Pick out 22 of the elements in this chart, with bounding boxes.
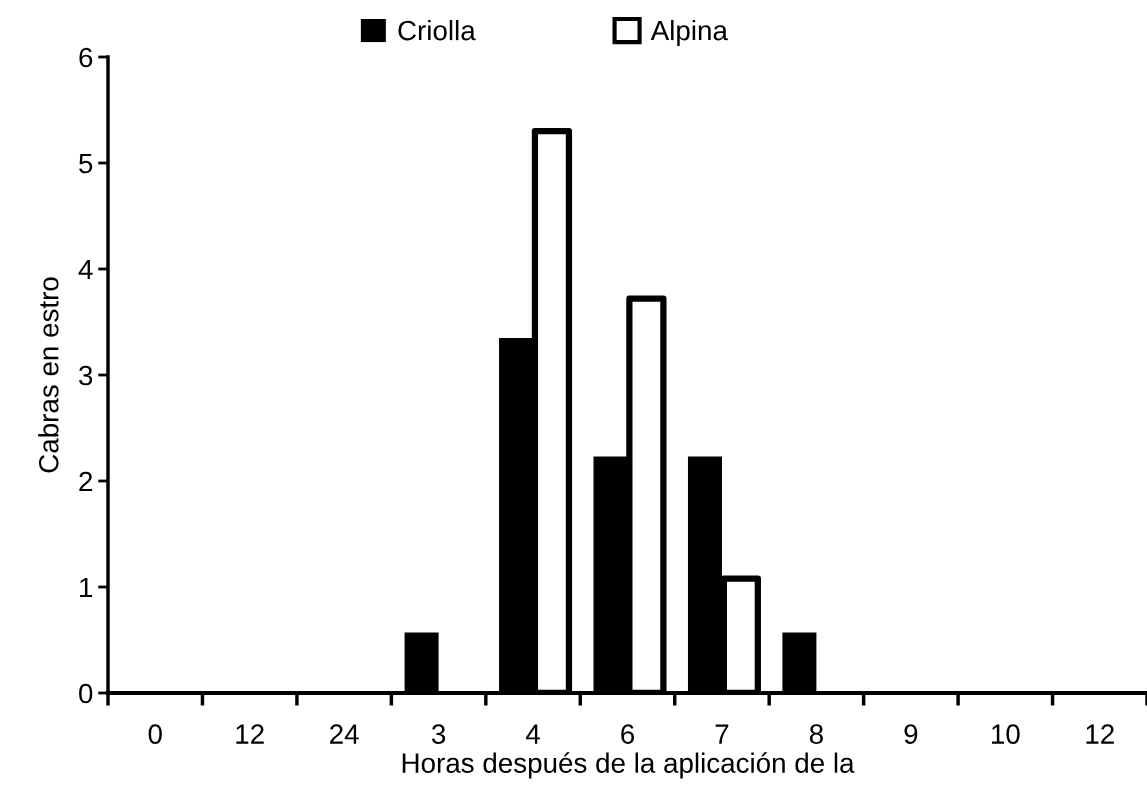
x-axis-title: Horas después de la aplicación de la xyxy=(402,752,855,779)
legend-label: Alpina xyxy=(650,19,728,46)
x-tick-label: 6 xyxy=(621,724,634,744)
y-tick-label: 4 xyxy=(78,259,93,280)
x-tick-label: 12 xyxy=(1086,724,1114,744)
x-tick-label: 24 xyxy=(330,724,359,744)
x-tick-label: 9 xyxy=(904,724,918,744)
x-tick-label: 4 xyxy=(525,724,540,744)
y-tick-label: 1 xyxy=(80,577,93,598)
legend-label: Criolla xyxy=(398,19,476,41)
y-tick-label: 5 xyxy=(79,153,93,174)
x-tick-label: 8 xyxy=(809,724,823,744)
y-tick-label: 3 xyxy=(79,365,93,386)
x-tick-label: 0 xyxy=(148,724,162,744)
y-axis-title: Cabras en estro xyxy=(38,277,59,473)
x-tick-label: 3 xyxy=(431,724,446,744)
x-tick-label: 7 xyxy=(715,724,729,744)
y-tick-label: 6 xyxy=(79,47,93,68)
y-tick-label: 0 xyxy=(79,683,93,704)
x-tick-label: 10 xyxy=(991,724,1020,744)
x-tick-label: 12 xyxy=(236,724,264,744)
y-tick-label: 2 xyxy=(79,471,93,492)
